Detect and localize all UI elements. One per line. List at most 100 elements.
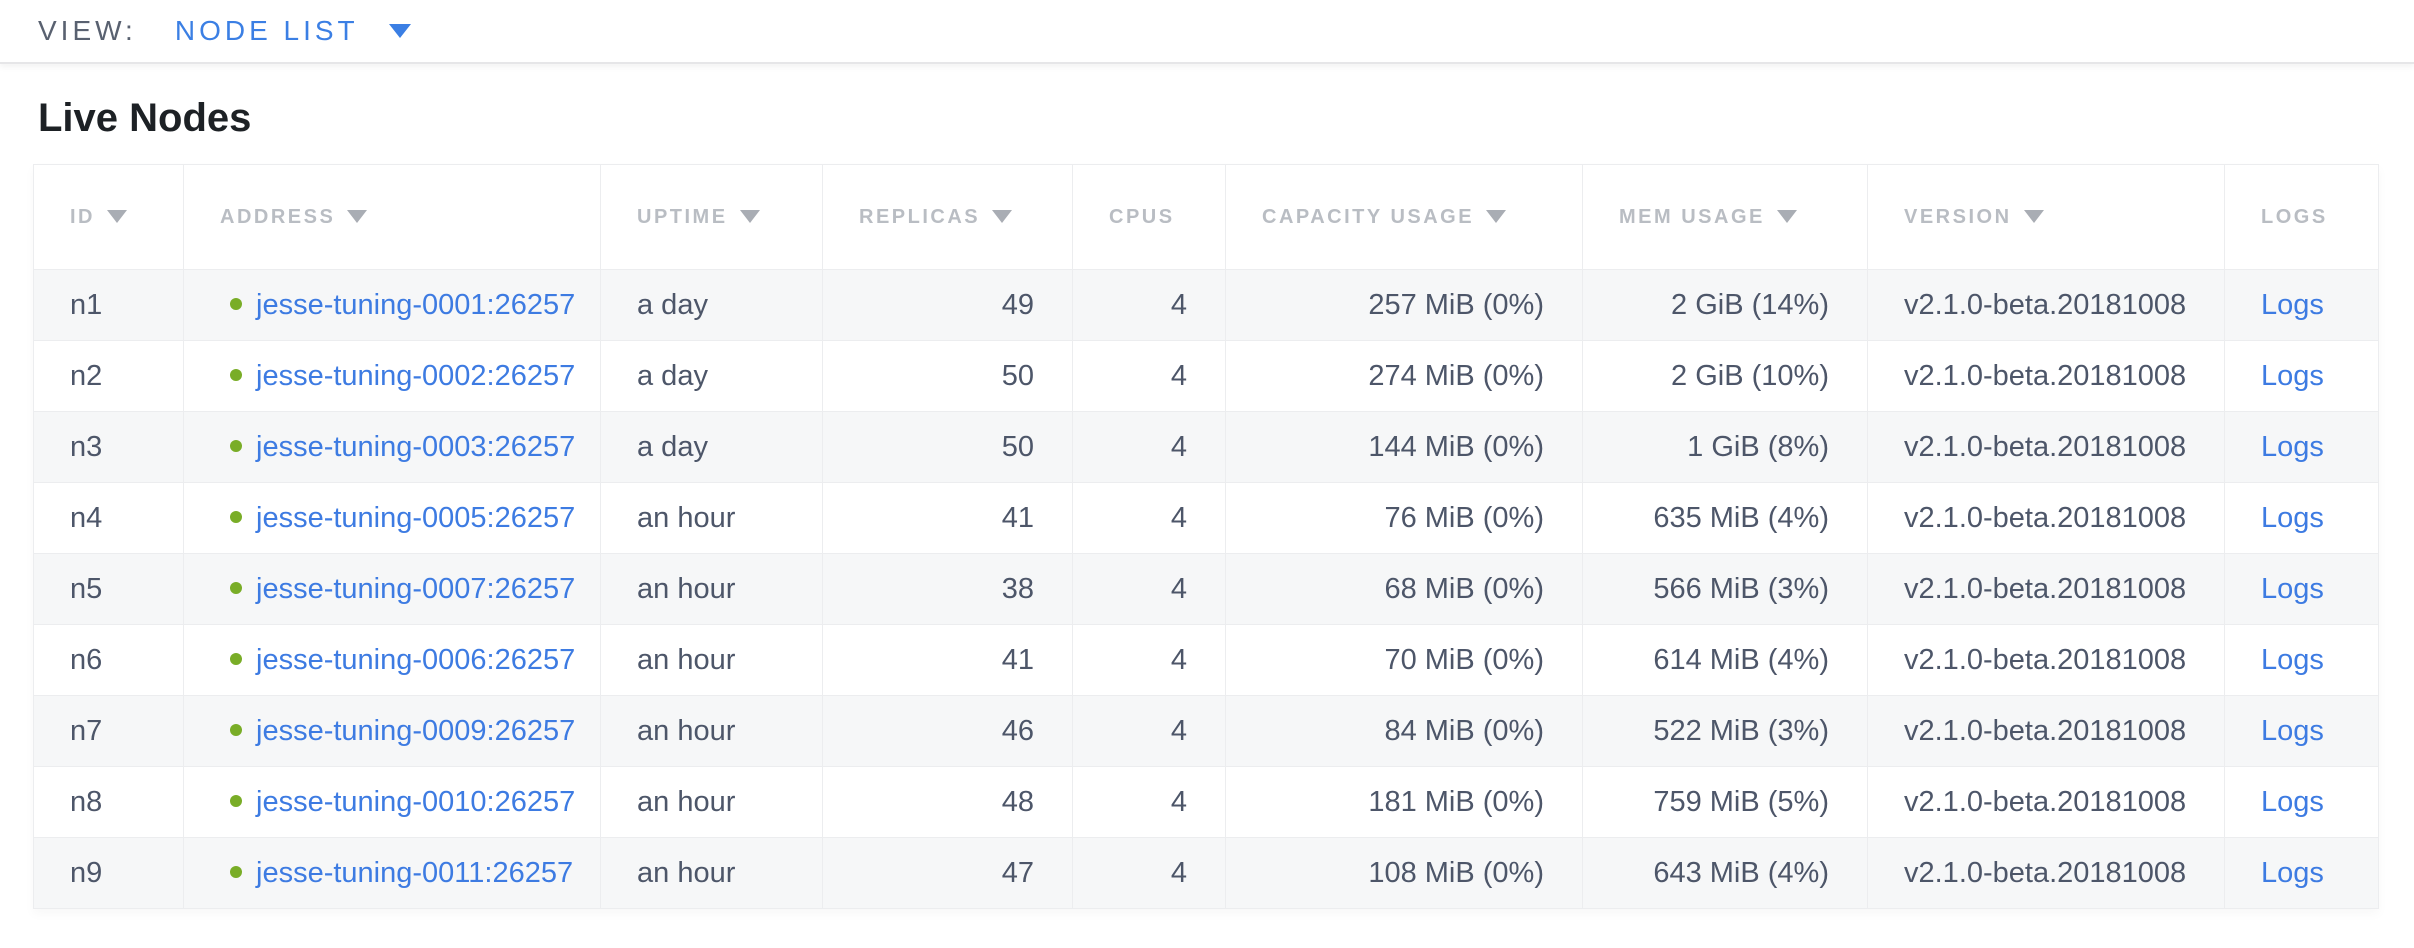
cell-address: jesse-tuning-0003:26257 [183,411,601,483]
cell-cpus: 4 [1072,482,1226,554]
page-title: Live Nodes [38,96,252,140]
sort-desc-icon [1776,209,1797,223]
node-live-status-icon [230,723,242,736]
cell-logs: Logs [2224,269,2379,341]
cell-capacity_usage: 76 MiB (0%) [1225,482,1583,554]
cell-logs: Logs [2224,340,2379,412]
cell-mem_usage: 635 MiB (4%) [1582,482,1868,554]
column-label: REPLICAS [859,205,981,228]
cell-mem_usage: 1 GiB (8%) [1582,411,1868,483]
view-selector-bar: VIEW: NODE LIST [0,0,2414,64]
cell-version: v2.1.0-beta.20181008 [1867,766,2225,838]
cell-address: jesse-tuning-0011:26257 [183,837,601,909]
column-header-id[interactable]: ID [33,164,184,270]
node-address-link[interactable]: jesse-tuning-0001:26257 [256,288,576,321]
cell-logs: Logs [2224,482,2379,554]
column-label: ADDRESS [220,205,336,228]
cell-address: jesse-tuning-0010:26257 [183,766,601,838]
node-address-link[interactable]: jesse-tuning-0007:26257 [256,572,576,605]
column-header-uptime[interactable]: UPTIME [600,164,823,270]
view-dropdown-value: NODE LIST [174,15,359,46]
cell-uptime: an hour [600,624,823,696]
logs-link[interactable]: Logs [2261,288,2324,321]
node-address-link[interactable]: jesse-tuning-0011:26257 [256,856,574,889]
cell-cpus: 4 [1072,553,1226,625]
cell-mem_usage: 2 GiB (10%) [1582,340,1868,412]
column-label: CAPACITY USAGE [1262,205,1475,228]
cell-replicas: 50 [822,340,1073,412]
cell-cpus: 4 [1072,766,1226,838]
cell-cpus: 4 [1072,411,1226,483]
table-row: n7 jesse-tuning-0009:26257 an hour 46 4 84 Mi… [33,695,2379,767]
cell-replicas: 38 [822,553,1073,625]
cell-uptime: a day [600,411,823,483]
cell-mem_usage: 2 GiB (14%) [1582,269,1868,341]
column-label: CPUS [1109,205,1175,228]
cell-capacity_usage: 144 MiB (0%) [1225,411,1583,483]
cell-cpus: 4 [1072,837,1226,909]
view-label: VIEW: [38,15,137,46]
cell-replicas: 49 [822,269,1073,341]
table-row: n3 jesse-tuning-0003:26257 a day 50 4 144 MiB… [33,411,2379,483]
node-address-link[interactable]: jesse-tuning-0002:26257 [256,359,576,392]
cell-mem_usage: 643 MiB (4%) [1582,837,1868,909]
logs-link[interactable]: Logs [2261,714,2324,747]
logs-link[interactable]: Logs [2261,643,2324,676]
cell-version: v2.1.0-beta.20181008 [1867,411,2225,483]
cell-address: jesse-tuning-0007:26257 [183,553,601,625]
cell-capacity_usage: 181 MiB (0%) [1225,766,1583,838]
cell-logs: Logs [2224,553,2379,625]
cell-capacity_usage: 68 MiB (0%) [1225,553,1583,625]
cell-id: n7 [33,695,184,767]
cell-id: n2 [33,340,184,412]
node-address-link[interactable]: jesse-tuning-0009:26257 [256,714,576,747]
column-header-version[interactable]: VERSION [1867,164,2225,270]
column-header-replicas[interactable]: REPLICAS [822,164,1073,270]
node-address-link[interactable]: jesse-tuning-0010:26257 [256,785,576,818]
cell-version: v2.1.0-beta.20181008 [1867,624,2225,696]
node-address-link[interactable]: jesse-tuning-0006:26257 [256,643,576,676]
view-dropdown[interactable]: NODE LIST [175,15,411,47]
sort-desc-icon [1486,209,1507,223]
cell-address: jesse-tuning-0006:26257 [183,624,601,696]
column-header-capacity_usage[interactable]: CAPACITY USAGE [1225,164,1583,270]
column-label: MEM USAGE [1619,205,1765,228]
cell-replicas: 48 [822,766,1073,838]
node-live-status-icon [230,297,242,310]
table-header: ID ADDRESS UPTIME REPLICAS CPUS CAPACITY USAG… [33,164,2379,270]
node-live-status-icon [230,439,242,452]
cell-mem_usage: 759 MiB (5%) [1582,766,1868,838]
table-row: n4 jesse-tuning-0005:26257 an hour 41 4 76 Mi… [33,482,2379,554]
header-row: ID ADDRESS UPTIME REPLICAS CPUS CAPACITY USAG… [33,164,2379,270]
cell-address: jesse-tuning-0005:26257 [183,482,601,554]
cell-capacity_usage: 108 MiB (0%) [1225,837,1583,909]
cell-cpus: 4 [1072,269,1226,341]
column-header-address[interactable]: ADDRESS [183,164,601,270]
cell-id: n6 [33,624,184,696]
table-row: n9 jesse-tuning-0011:26257 an hour 47 4 108 M… [33,837,2379,909]
cell-uptime: an hour [600,482,823,554]
column-header-mem_usage[interactable]: MEM USAGE [1582,164,1868,270]
cell-uptime: a day [600,269,823,341]
cell-cpus: 4 [1072,624,1226,696]
cell-capacity_usage: 70 MiB (0%) [1225,624,1583,696]
node-address-link[interactable]: jesse-tuning-0003:26257 [256,430,576,463]
cell-logs: Logs [2224,766,2379,838]
cell-uptime: an hour [600,695,823,767]
table-row: n1 jesse-tuning-0001:26257 a day 49 4 257 MiB… [33,269,2379,341]
cell-id: n5 [33,553,184,625]
logs-link[interactable]: Logs [2261,785,2324,818]
logs-link[interactable]: Logs [2261,359,2324,392]
table-row: n2 jesse-tuning-0002:26257 a day 50 4 274 MiB… [33,340,2379,412]
logs-link[interactable]: Logs [2261,430,2324,463]
table-row: n6 jesse-tuning-0006:26257 an hour 41 4 70 Mi… [33,624,2379,696]
column-label: LOGS [2261,205,2328,228]
logs-link[interactable]: Logs [2261,856,2324,889]
column-label: VERSION [1904,205,2012,228]
cell-id: n8 [33,766,184,838]
node-live-status-icon [230,368,242,381]
node-live-status-icon [230,581,242,594]
node-address-link[interactable]: jesse-tuning-0005:26257 [256,501,576,534]
logs-link[interactable]: Logs [2261,572,2324,605]
logs-link[interactable]: Logs [2261,501,2324,534]
